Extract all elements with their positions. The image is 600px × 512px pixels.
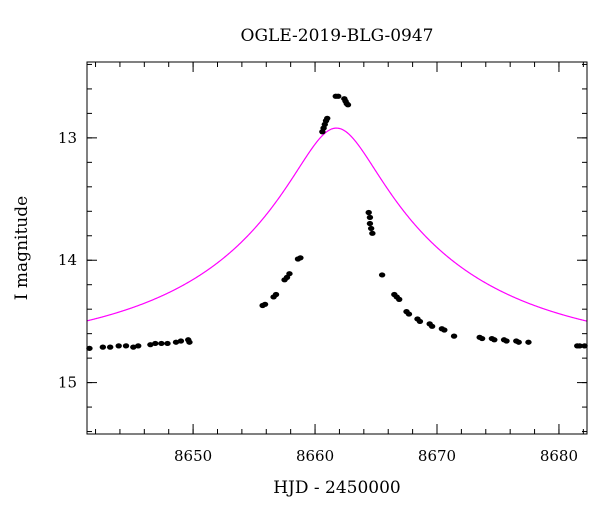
data-point: [297, 255, 304, 261]
data-point: [515, 339, 522, 345]
y-axis-label: I magnitude: [12, 196, 32, 300]
model-curve-layer: [86, 127, 588, 322]
data-point: [186, 339, 193, 345]
data-point: [365, 209, 372, 216]
data-point: [396, 296, 403, 302]
data-point: [344, 102, 352, 108]
data-point: [324, 115, 331, 121]
data-point: [405, 311, 413, 317]
x-tick-label: 8670: [418, 447, 456, 465]
data-point: [441, 327, 448, 333]
data-point: [177, 338, 185, 344]
data-point: [581, 343, 588, 349]
data-point: [135, 343, 142, 349]
y-tick-label: 14: [58, 251, 77, 269]
data-point: [130, 344, 137, 350]
data-point: [172, 339, 180, 345]
data-point: [335, 93, 342, 99]
data-point: [122, 343, 130, 349]
data-point: [106, 344, 114, 350]
data-point: [366, 220, 374, 227]
data-point: [416, 318, 424, 325]
data-point: [478, 335, 486, 342]
x-tick-label: 8660: [296, 447, 334, 465]
plot-frame: [86, 61, 588, 435]
data-point: [428, 323, 436, 329]
data-point: [369, 230, 376, 236]
data-point: [152, 340, 159, 347]
data-point: [115, 343, 122, 349]
data-point: [164, 340, 171, 347]
data-point: [503, 338, 510, 344]
data-point: [99, 344, 107, 350]
data-point: [147, 342, 154, 348]
model-curve: [86, 127, 588, 322]
y-tick-label: 15: [58, 374, 77, 392]
data-point: [86, 345, 93, 351]
axis-ticks: 8650 8660 8670 8680 13 14 15: [58, 62, 587, 465]
data-point: [261, 301, 269, 307]
data-point: [367, 225, 375, 232]
data-points-layer: [86, 93, 588, 351]
data-point: [450, 333, 458, 339]
x-axis-label: HJD - 2450000: [273, 478, 401, 498]
data-point: [366, 214, 374, 221]
data-point: [272, 291, 280, 298]
data-point: [158, 340, 165, 347]
data-point: [525, 339, 532, 345]
chart-title: OGLE-2019-BLG-0947: [241, 26, 434, 46]
x-tick-label: 8650: [174, 447, 212, 465]
x-tick-label: 8680: [540, 447, 578, 465]
data-point: [576, 343, 583, 349]
data-point: [286, 271, 293, 277]
data-point: [378, 272, 386, 278]
data-point: [491, 337, 498, 343]
y-tick-label: 13: [58, 129, 77, 147]
